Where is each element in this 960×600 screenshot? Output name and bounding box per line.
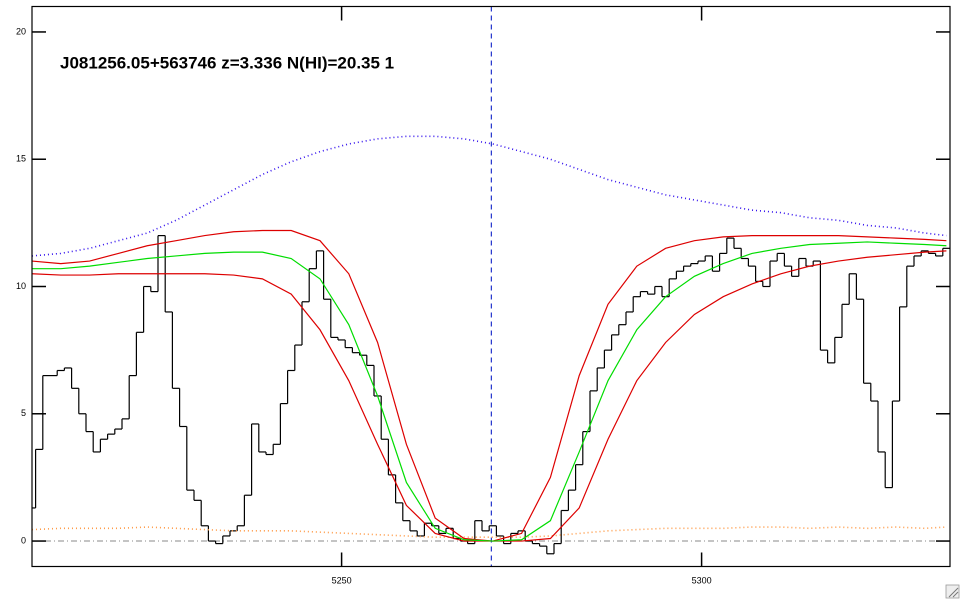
plot-area — [31, 6, 950, 567]
x-tick-label: 5300 — [692, 575, 712, 585]
y-tick-label: 20 — [16, 26, 26, 36]
line-series — [31, 526, 947, 539]
resize-grip[interactable] — [945, 584, 960, 599]
grip-line — [948, 587, 959, 598]
y-tick-label: 10 — [16, 281, 26, 291]
grip-line — [952, 591, 959, 598]
line-series — [31, 135, 947, 257]
x-tick-label: 5250 — [332, 575, 352, 585]
grip-box[interactable] — [945, 584, 960, 599]
annotation: J081256.05+563746 z=3.336 N(HI)=20.35 1 — [60, 53, 394, 72]
line-series — [32, 241, 947, 542]
y-tick-label: 5 — [21, 408, 26, 418]
y-tick-label: 0 — [21, 535, 26, 545]
y-tick-label: 15 — [16, 154, 26, 164]
